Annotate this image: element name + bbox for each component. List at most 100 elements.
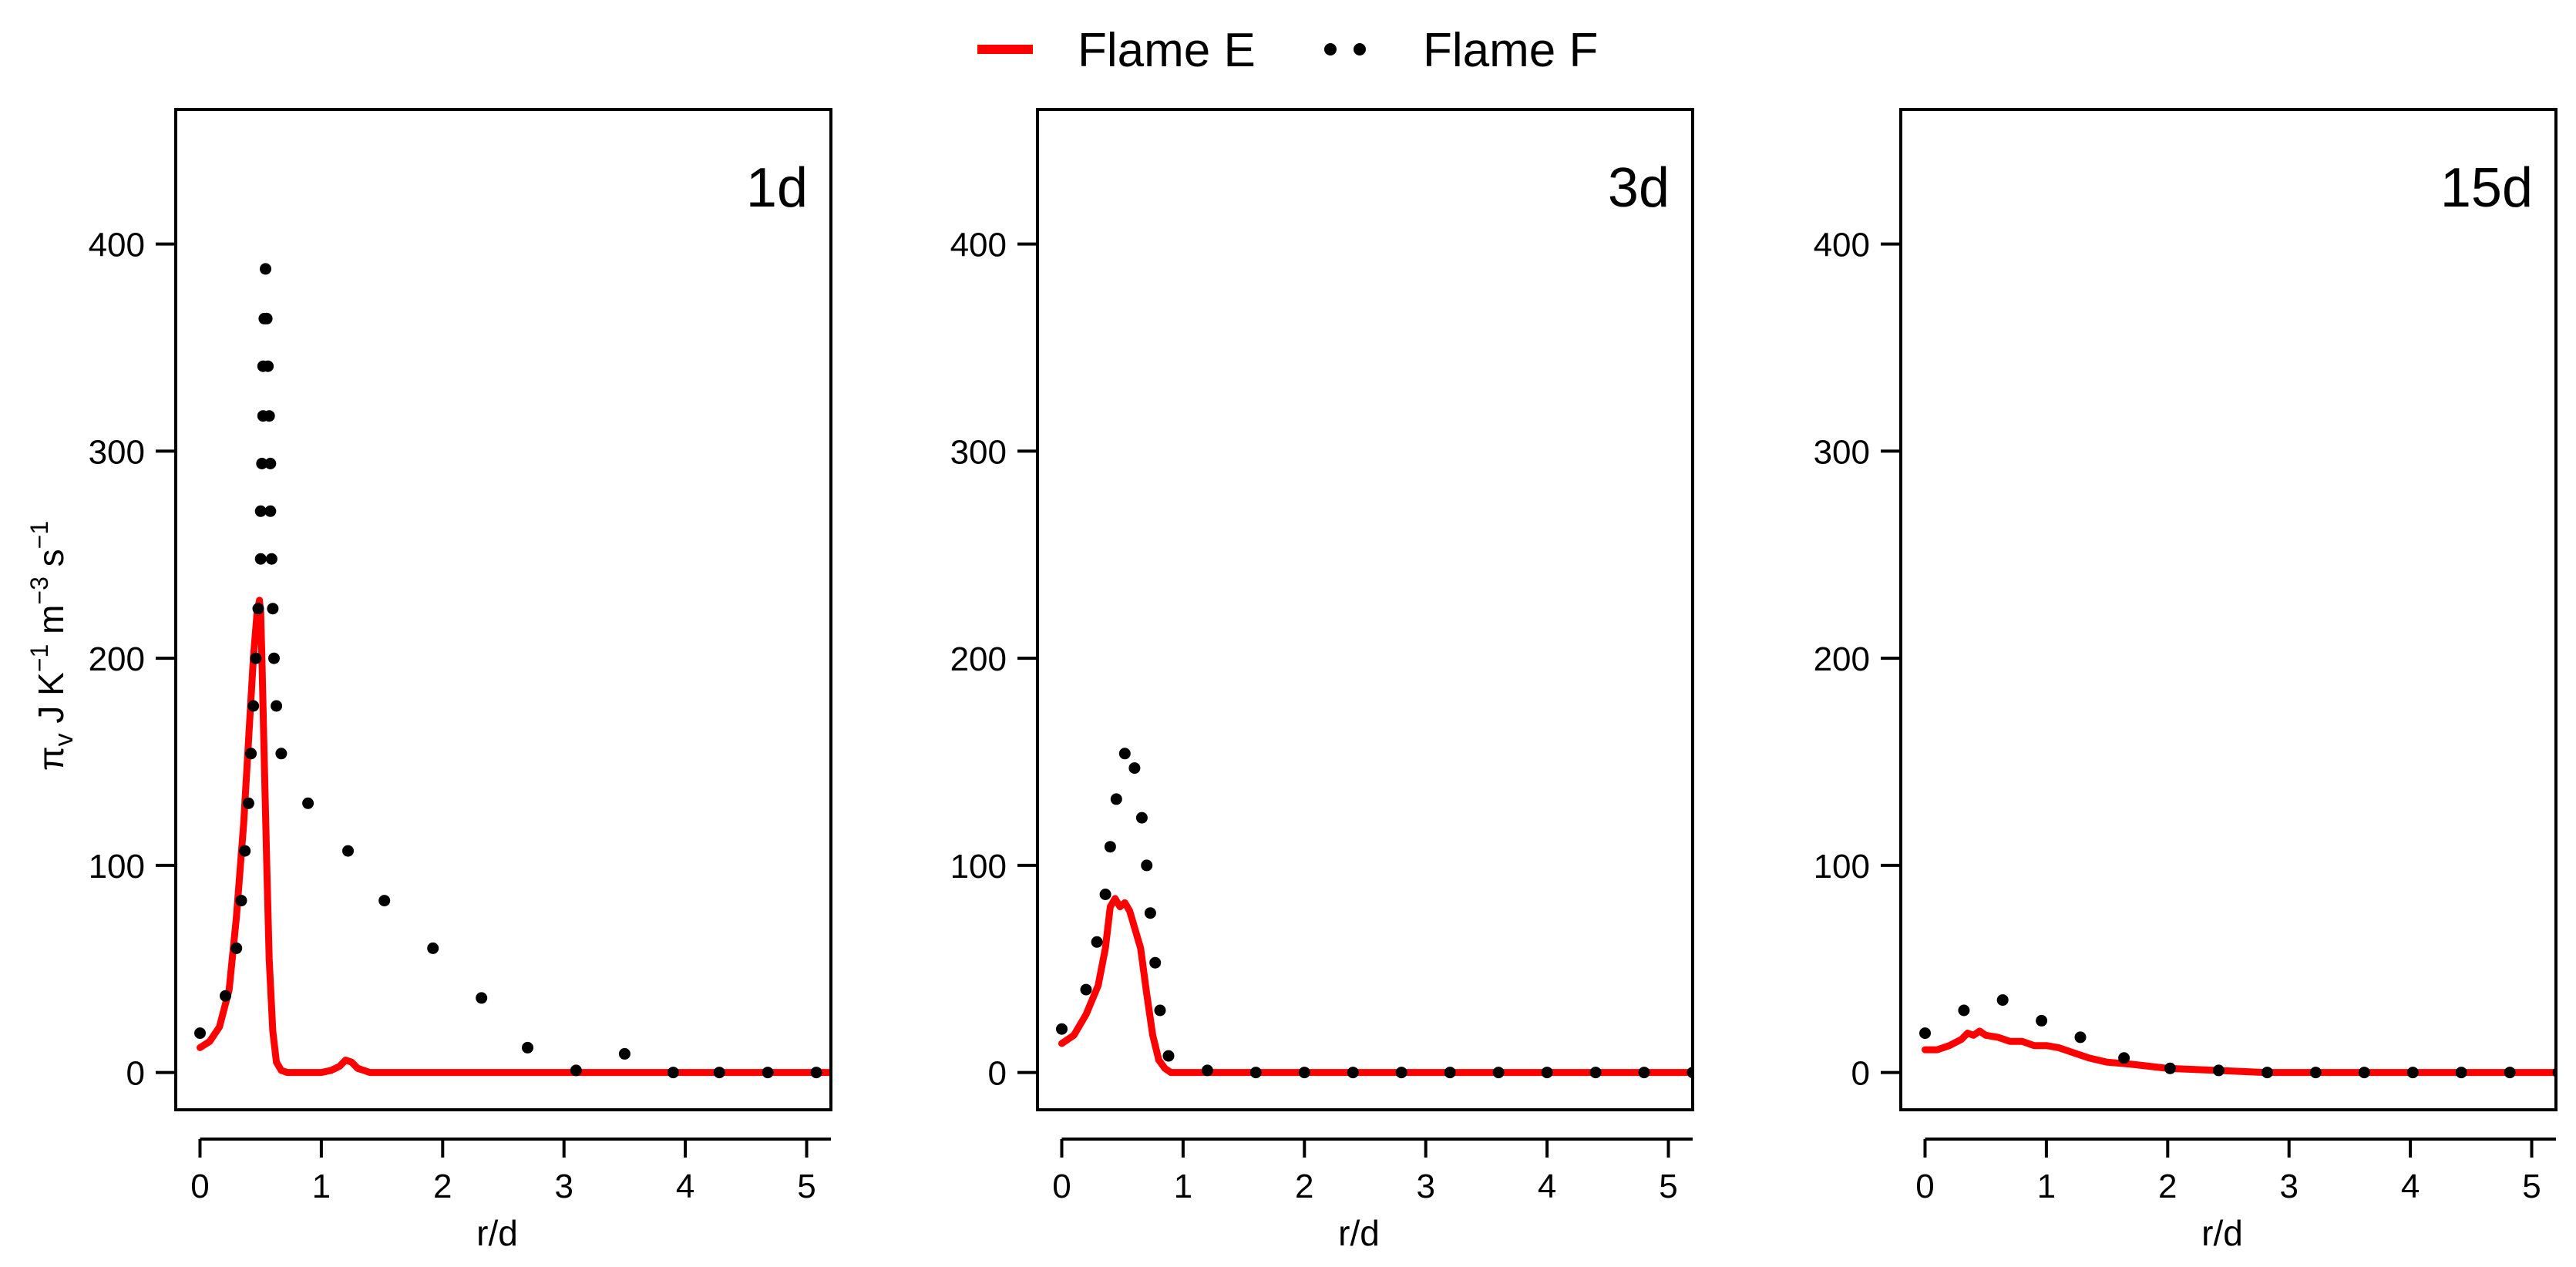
point-flame-f bbox=[2406, 1067, 2419, 1079]
x-axis-label: r/d bbox=[2201, 1213, 2243, 1253]
y-tick-label: 200 bbox=[89, 640, 145, 678]
y-tick-label: 200 bbox=[950, 640, 1007, 678]
point-flame-f bbox=[618, 1047, 631, 1060]
y-axis-label-unit-m: m bbox=[31, 605, 71, 644]
panel-3d: 0 100 200 300 400 0 1 2 3 4 5 r/d 3d bbox=[950, 108, 1694, 1253]
y-axis-label-unit-jk: J K bbox=[31, 672, 71, 734]
x-tick-label: 2 bbox=[2158, 1168, 2177, 1205]
point-flame-f bbox=[2309, 1067, 2322, 1079]
panel-label: 3d bbox=[1608, 157, 1670, 219]
point-flame-f bbox=[1110, 793, 1122, 805]
point-flame-f bbox=[2358, 1067, 2370, 1079]
point-flame-f bbox=[239, 845, 251, 857]
series-flame-e bbox=[1058, 895, 1693, 1077]
point-flame-f bbox=[254, 553, 267, 565]
point-flame-f bbox=[252, 603, 264, 615]
y-axis-label-sup3: −1 bbox=[25, 521, 53, 549]
point-flame-f bbox=[242, 797, 254, 809]
point-flame-f bbox=[342, 845, 354, 857]
point-flame-f bbox=[1298, 1067, 1310, 1079]
y-axis-label-sup2: −3 bbox=[25, 576, 53, 604]
point-flame-f bbox=[2212, 1064, 2225, 1077]
point-flame-f bbox=[271, 700, 283, 712]
point-flame-f bbox=[1444, 1067, 1456, 1079]
point-flame-f bbox=[1638, 1067, 1650, 1079]
point-flame-f bbox=[1118, 748, 1131, 760]
line-flame-e bbox=[1922, 1027, 2556, 1077]
legend-dot-swatch-1 bbox=[1324, 43, 1337, 55]
point-flame-f bbox=[235, 895, 247, 907]
point-flame-f bbox=[1395, 1067, 1407, 1079]
series-flame-e bbox=[197, 597, 831, 1077]
y-tick-label: 400 bbox=[89, 227, 145, 264]
y-axis-label-pi: π bbox=[31, 746, 71, 771]
point-flame-f bbox=[1104, 841, 1116, 853]
y-tick-label: 300 bbox=[89, 433, 145, 471]
y-tick-label: 100 bbox=[950, 848, 1007, 886]
x-tick-label: 5 bbox=[797, 1168, 816, 1205]
point-flame-f bbox=[267, 603, 279, 615]
x-tick-label: 2 bbox=[433, 1168, 452, 1205]
point-flame-f bbox=[1149, 956, 1162, 969]
point-flame-f bbox=[2455, 1067, 2467, 1079]
x-tick-label: 4 bbox=[1538, 1168, 1556, 1205]
legend-dot-swatch-2 bbox=[1354, 43, 1366, 55]
panel-label: 15d bbox=[2440, 157, 2533, 219]
point-flame-f bbox=[245, 748, 257, 760]
point-flame-f bbox=[194, 1027, 206, 1040]
y-tick-label: 200 bbox=[1814, 640, 1870, 678]
y-axis-label-sup1: −1 bbox=[25, 644, 53, 672]
point-flame-f bbox=[264, 458, 277, 469]
y-tick-label: 0 bbox=[988, 1055, 1007, 1093]
point-flame-f bbox=[378, 895, 391, 907]
point-flame-f bbox=[1958, 1004, 1970, 1017]
x-tick-label: 5 bbox=[2522, 1168, 2541, 1205]
point-flame-f bbox=[275, 748, 288, 760]
point-flame-f bbox=[1128, 762, 1141, 775]
panel-label: 1d bbox=[746, 157, 808, 219]
point-flame-f bbox=[1492, 1067, 1505, 1079]
x-tick-label: 3 bbox=[2279, 1168, 2298, 1205]
legend-label-flame-e: Flame E bbox=[1078, 24, 1256, 77]
legend: Flame E Flame F bbox=[977, 24, 1598, 77]
point-flame-f bbox=[1541, 1067, 1553, 1079]
point-flame-f bbox=[302, 797, 314, 809]
x-tick-label: 1 bbox=[1174, 1168, 1192, 1205]
x-tick-label: 0 bbox=[1915, 1168, 1934, 1205]
x-tick-label: 5 bbox=[1659, 1168, 1677, 1205]
point-flame-f bbox=[254, 505, 267, 517]
point-flame-f bbox=[2074, 1031, 2087, 1044]
point-flame-f bbox=[1144, 907, 1156, 919]
svg-text:πv J K−1 m−3 s−1: πv J K−1 m−3 s−1 bbox=[25, 521, 79, 771]
point-flame-f bbox=[1135, 812, 1148, 824]
point-flame-f bbox=[713, 1067, 725, 1079]
point-flame-f bbox=[1589, 1067, 1602, 1079]
point-flame-f bbox=[250, 652, 262, 664]
plot-frame bbox=[174, 108, 832, 1111]
series-flame-f bbox=[194, 263, 822, 1079]
y-axis-label-sub: v bbox=[49, 733, 79, 746]
point-flame-f bbox=[570, 1064, 582, 1077]
point-flame-f bbox=[264, 505, 277, 517]
point-flame-f bbox=[2552, 1067, 2556, 1078]
point-flame-f bbox=[2164, 1062, 2176, 1074]
point-flame-f bbox=[762, 1067, 774, 1079]
x-axis-label: r/d bbox=[1338, 1213, 1380, 1253]
point-flame-f bbox=[522, 1041, 533, 1054]
x-tick-label: 0 bbox=[190, 1168, 209, 1205]
point-flame-f bbox=[247, 700, 260, 712]
series-flame-f bbox=[1919, 994, 2556, 1079]
point-flame-f bbox=[2261, 1067, 2273, 1079]
point-flame-f bbox=[1091, 936, 1103, 948]
x-tick-label: 4 bbox=[676, 1168, 694, 1205]
point-flame-f bbox=[260, 263, 271, 275]
plot-frame bbox=[1899, 108, 2558, 1111]
line-flame-e bbox=[1058, 895, 1693, 1077]
plot-frame bbox=[1036, 108, 1694, 1111]
x-tick-label: 3 bbox=[554, 1168, 573, 1205]
x-tick-label: 1 bbox=[2037, 1168, 2056, 1205]
point-flame-f bbox=[265, 553, 277, 565]
y-tick-label: 400 bbox=[950, 227, 1007, 264]
